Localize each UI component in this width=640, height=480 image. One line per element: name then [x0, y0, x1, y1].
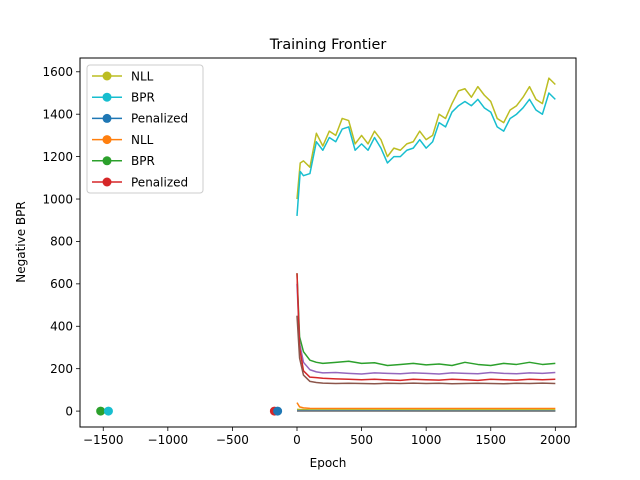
- x-tick-label: −1500: [83, 433, 124, 447]
- series-line-6: [296, 315, 556, 385]
- data-point-1: [96, 406, 106, 416]
- legend-marker: [102, 156, 112, 166]
- legend-label: Penalized: [131, 112, 188, 126]
- x-tick-label: 0: [293, 433, 301, 447]
- points-layer: [96, 406, 283, 416]
- data-point-4: [273, 406, 283, 416]
- plot-area-frame: [79, 57, 577, 428]
- legend-label: NLL: [131, 69, 154, 83]
- legend-label: Penalized: [131, 175, 188, 189]
- x-tick-label: 500: [350, 433, 373, 447]
- x-tick-label: 2000: [540, 433, 571, 447]
- y-axis-label: Negative BPR: [14, 201, 28, 282]
- legend-marker: [102, 135, 112, 145]
- series-line-4: [296, 283, 556, 375]
- y-tick-label: 200: [50, 362, 73, 376]
- legend-items: NLL BPR Penalized NLL BPR Penalized: [92, 69, 188, 189]
- x-tick-label: −500: [216, 433, 249, 447]
- x-axis-label: Epoch: [310, 456, 347, 470]
- legend-label: BPR: [131, 91, 155, 105]
- y-tick-label: 1600: [42, 65, 73, 79]
- x-axis: −1500 −1000 −500 0 500 1000 1500 2000: [83, 427, 571, 447]
- data-point-2: [103, 406, 113, 416]
- legend-frame: [86, 64, 204, 194]
- series-line-5: [296, 273, 556, 382]
- y-tick-label: 1200: [42, 150, 73, 164]
- series-line-3: [296, 273, 556, 367]
- y-tick-label: 0: [65, 404, 73, 418]
- series-line-2: [296, 92, 556, 217]
- x-tick-label: 1500: [475, 433, 506, 447]
- series-line-1: [296, 77, 556, 200]
- y-tick-label: 400: [50, 320, 73, 334]
- series-line-7: [296, 402, 556, 410]
- legend: NLL BPR Penalized NLL BPR Penalized: [86, 64, 204, 194]
- y-axis: 0 200 400 600 800 1000 1200 1400 1600: [42, 65, 80, 418]
- y-tick-label: 600: [50, 277, 73, 291]
- x-tick-label: −1000: [148, 433, 189, 447]
- series-layer: [296, 77, 556, 412]
- legend-label: NLL: [131, 133, 154, 147]
- legend-marker: [102, 92, 112, 102]
- legend-marker: [102, 71, 112, 81]
- y-tick-label: 800: [50, 235, 73, 249]
- legend-marker: [102, 177, 112, 187]
- legend-label: BPR: [131, 154, 155, 168]
- legend-marker: [102, 113, 112, 123]
- chart-title: Training Frontier: [269, 37, 387, 53]
- y-tick-label: 1400: [42, 107, 73, 121]
- y-tick-label: 1000: [42, 192, 73, 206]
- x-tick-label: 1000: [411, 433, 442, 447]
